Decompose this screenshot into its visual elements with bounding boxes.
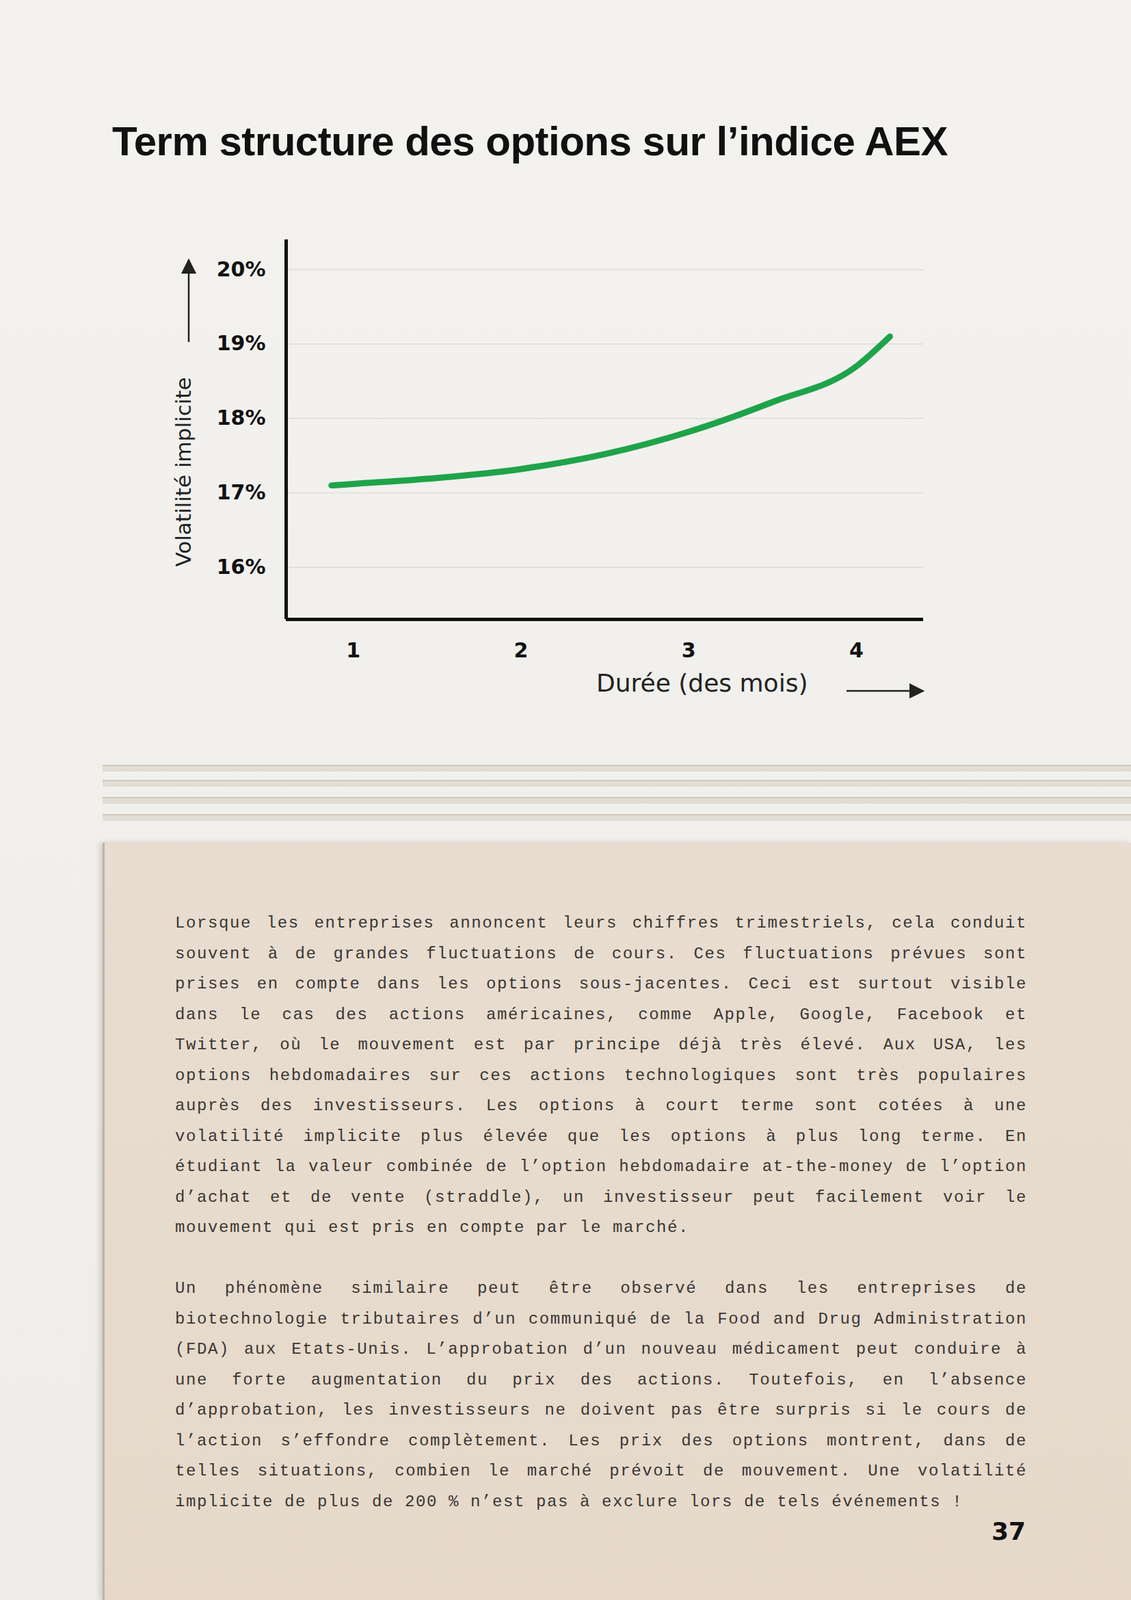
svg-text:4: 4 (849, 637, 864, 662)
svg-text:16%: 16% (216, 554, 266, 579)
html-text:Term structure des options sur: Term structure des options sur l’indice … (112, 118, 948, 165)
svg-text:3: 3 (681, 637, 697, 662)
html-text:37: 37 (991, 1516, 1026, 1545)
svg-text:19%: 19% (216, 330, 266, 355)
html-text:Durée (des mois): Durée (des mois) (596, 668, 808, 697)
svg-text:2: 2 (513, 637, 528, 662)
svg-text:17%: 17% (216, 480, 266, 504)
html-text:Un phénomène similaire peut êt: Un phénomène similaire peut être observé… (175, 1278, 1028, 1511)
svg-text:20%: 20% (216, 257, 266, 282)
svg-text:1: 1 (346, 637, 361, 662)
svg-text:18%: 18% (216, 405, 266, 430)
html-text:Volatilité implicite: Volatilité implicite (170, 377, 196, 567)
html-text:Lorsque les entreprises annonc: Lorsque les entreprises annoncent leurs … (175, 913, 1028, 1237)
